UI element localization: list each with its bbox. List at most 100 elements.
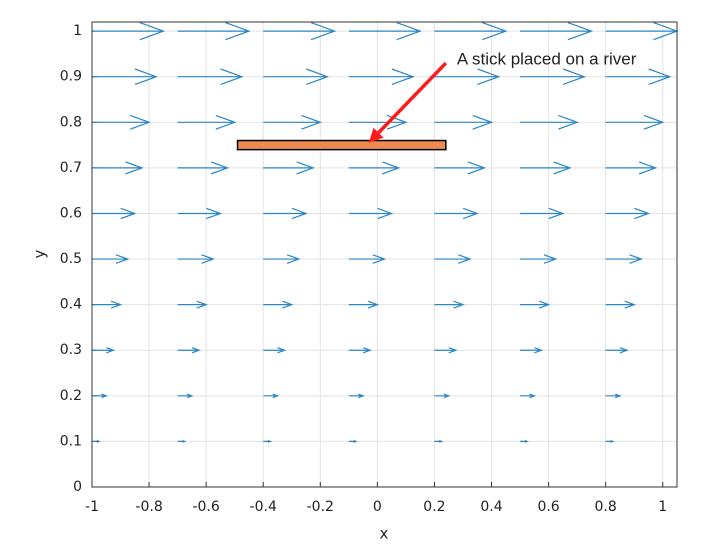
vector-arrow bbox=[434, 161, 487, 175]
vector-arrow bbox=[177, 439, 187, 443]
vector-arrow bbox=[92, 161, 144, 175]
x-tick-label: 0.8 bbox=[595, 499, 617, 515]
y-tick-label: 0.2 bbox=[60, 388, 82, 404]
stick bbox=[236, 139, 447, 151]
vector-arrow bbox=[520, 347, 544, 354]
annotation-text: A stick placed on a river bbox=[457, 50, 637, 69]
vector-arrow bbox=[177, 161, 230, 175]
vector-arrow bbox=[177, 300, 208, 309]
vector-arrow bbox=[434, 207, 479, 220]
vector-arrow bbox=[605, 393, 622, 399]
x-tick-label: -0.6 bbox=[192, 499, 219, 515]
vector-arrow bbox=[434, 114, 494, 130]
vector-arrow bbox=[263, 114, 323, 130]
vector-arrow bbox=[92, 68, 158, 85]
vector-arrow bbox=[263, 393, 280, 399]
vector-arrow bbox=[348, 300, 380, 309]
vector-arrow bbox=[92, 393, 109, 399]
vector-arrow bbox=[434, 254, 472, 264]
vector-arrow bbox=[605, 161, 658, 175]
vector-arrow bbox=[348, 161, 401, 175]
vector-arrow bbox=[520, 161, 572, 175]
vector-arrow bbox=[605, 347, 629, 354]
vector-arrow bbox=[348, 254, 387, 264]
vector-arrow bbox=[348, 347, 372, 354]
vector-arrow bbox=[605, 114, 665, 130]
y-axis-label: y bbox=[31, 249, 49, 258]
y-tick-label: 0.3 bbox=[60, 342, 82, 358]
y-tick-label: 0 bbox=[73, 479, 82, 495]
x-tick-label: -0.4 bbox=[250, 499, 277, 515]
x-tick-label: -0.8 bbox=[135, 499, 162, 515]
vector-arrow bbox=[177, 207, 223, 220]
annotation-arrow-head bbox=[368, 127, 384, 143]
y-tick-label: 1 bbox=[73, 23, 82, 39]
vector-arrow bbox=[263, 300, 294, 309]
vector-arrow bbox=[434, 68, 501, 85]
vector-arrow bbox=[263, 21, 337, 41]
x-tick-label: -0.2 bbox=[307, 499, 334, 515]
vector-arrow bbox=[263, 439, 273, 443]
vector-arrow bbox=[263, 207, 308, 220]
y-tick-label: 0.6 bbox=[60, 205, 82, 221]
vector-arrow bbox=[177, 68, 244, 85]
y-tick-label: 0.5 bbox=[60, 251, 82, 267]
vector-arrow bbox=[348, 393, 365, 399]
x-tick-label: 0.6 bbox=[537, 499, 559, 515]
vector-arrow bbox=[520, 439, 529, 443]
vector-arrow bbox=[92, 21, 166, 41]
y-tick-label: 0.7 bbox=[60, 160, 82, 176]
vector-arrow bbox=[520, 114, 579, 130]
y-tick-label: 0.9 bbox=[60, 69, 82, 85]
vector-arrow bbox=[177, 114, 237, 130]
vector-arrow bbox=[434, 300, 465, 309]
x-tick-label: 0.4 bbox=[480, 499, 502, 515]
vector-arrow bbox=[348, 68, 415, 85]
vector-arrow bbox=[348, 207, 394, 220]
vector-arrow bbox=[92, 114, 151, 130]
vector-arrow bbox=[520, 68, 587, 85]
vector-arrow bbox=[92, 254, 130, 264]
vector-arrow bbox=[605, 68, 672, 85]
vector-arrow bbox=[434, 21, 508, 41]
vector-arrow bbox=[92, 300, 123, 309]
vector-arrow bbox=[177, 21, 251, 41]
vector-arrow bbox=[92, 439, 101, 443]
vector-arrow bbox=[434, 393, 451, 399]
vector-arrow bbox=[348, 21, 422, 41]
vector-arrow bbox=[92, 207, 137, 220]
x-tick-label: 1 bbox=[658, 499, 667, 515]
vector-arrow bbox=[434, 347, 458, 354]
vector-arrow bbox=[177, 393, 194, 399]
y-tick-label: 0.8 bbox=[60, 114, 82, 130]
vector-arrow bbox=[520, 21, 594, 41]
vector-arrow bbox=[263, 161, 315, 175]
y-tick-label: 0.4 bbox=[60, 297, 82, 313]
vector-arrow bbox=[177, 347, 201, 354]
vector-arrow bbox=[92, 347, 116, 354]
annotation-arrow-shaft bbox=[377, 61, 448, 134]
vector-arrow bbox=[605, 300, 636, 309]
x-tick-label: 0.2 bbox=[423, 499, 445, 515]
vector-arrow bbox=[520, 254, 558, 264]
axes-box bbox=[91, 21, 678, 488]
x-tick-label: -1 bbox=[85, 499, 99, 515]
vector-arrow bbox=[605, 207, 651, 220]
x-axis-label: x bbox=[380, 525, 389, 543]
vector-arrow bbox=[263, 254, 301, 264]
vector-arrow bbox=[605, 254, 644, 264]
y-tick-label: 0.1 bbox=[60, 433, 82, 449]
vector-arrow bbox=[434, 439, 444, 443]
x-tick-label: 0 bbox=[373, 499, 382, 515]
vector-arrow bbox=[263, 68, 330, 85]
vector-arrow bbox=[520, 300, 551, 309]
vector-arrow bbox=[263, 347, 287, 354]
vector-arrow bbox=[605, 439, 615, 443]
vector-arrow bbox=[520, 207, 565, 220]
vector-arrow bbox=[348, 439, 358, 443]
vector-arrow bbox=[177, 254, 216, 264]
vector-arrow bbox=[520, 393, 537, 399]
